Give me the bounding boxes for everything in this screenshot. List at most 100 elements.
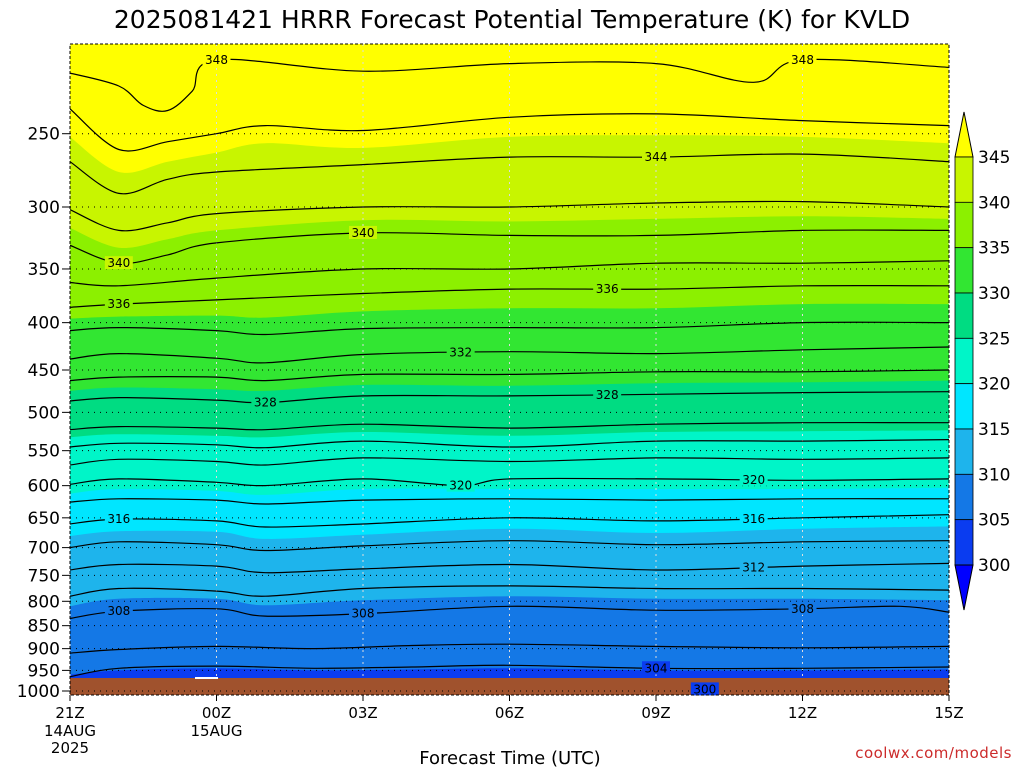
- contour-342: [70, 200, 949, 232]
- contour-308: [70, 605, 949, 620]
- y-tick-label-550: 550: [28, 442, 60, 462]
- y-tick-label-800: 800: [28, 592, 60, 612]
- contour-label-320: 320: [739, 472, 768, 487]
- x-tick-label-06Z: 06Z: [495, 704, 524, 722]
- contour-label-text: 320: [742, 473, 765, 487]
- y-tick-label-450: 450: [28, 361, 60, 381]
- contour-label-336: 336: [104, 297, 133, 311]
- colorbar-extend-bottom: [954, 564, 974, 611]
- contour-label-316: 316: [739, 511, 768, 526]
- contour-324: [70, 439, 949, 449]
- colorbar-label-300: 300: [978, 556, 1010, 576]
- contour-label-text: 300: [693, 682, 716, 696]
- contour-label-text: 328: [596, 388, 619, 402]
- contour-label-text: 312: [742, 560, 765, 574]
- contour-label-340: 340: [349, 225, 377, 240]
- contour-label-text: 344: [645, 150, 668, 164]
- contour-346: [70, 108, 949, 152]
- contour-label-text: 308: [791, 602, 814, 616]
- contour-label-text: 336: [596, 282, 619, 296]
- fill-band-300-305: [70, 668, 949, 678]
- y-tick-label-700: 700: [28, 539, 60, 559]
- colorbar-label-305: 305: [978, 511, 1010, 531]
- colorbar-label-345: 345: [978, 148, 1010, 168]
- contour-label-bg: [593, 387, 622, 401]
- colorbar-segment: [954, 383, 974, 430]
- contour-326: [70, 421, 949, 431]
- y-tick-label-1000: 1000: [17, 682, 60, 702]
- contour-label-text: 316: [742, 512, 765, 526]
- contour-334: [70, 321, 949, 336]
- colorbar-segment: [954, 292, 974, 339]
- x-axis-label: Forecast Time (UTC): [419, 748, 600, 768]
- x-tick-label-09Z: 09Z: [641, 704, 670, 722]
- y-tick-label-950: 950: [28, 661, 60, 681]
- y-tick-label-300: 300: [28, 198, 60, 218]
- credit-text: coolwx.com/models: [855, 744, 1012, 762]
- x-tick-label-21Z: 21Z: [55, 704, 84, 722]
- contour-316: [70, 514, 949, 528]
- x-tick-label-00Z: 00Z: [202, 704, 231, 722]
- contour-label-text: 336: [107, 297, 130, 311]
- contour-332: [70, 346, 949, 364]
- chart-title: 2025081421 HRRR Forecast Potential Tempe…: [114, 5, 910, 34]
- colorbar-label-340: 340: [978, 193, 1010, 213]
- x-tick-sublabel: 15AUG: [191, 722, 243, 740]
- contour-330: [70, 369, 949, 382]
- y-tick-label-500: 500: [28, 403, 60, 423]
- contour-label-text: 348: [205, 53, 228, 67]
- colorbar-label-335: 335: [978, 239, 1010, 259]
- contour-label-bg: [251, 395, 280, 409]
- contour-label-308: 308: [349, 606, 377, 621]
- contour-label-332: 332: [446, 345, 475, 360]
- y-tick-label-400: 400: [28, 314, 60, 334]
- contour-304: [70, 664, 949, 678]
- contour-340: [70, 229, 949, 265]
- ground-layer: [70, 677, 949, 695]
- contour-label-312: 312: [739, 560, 768, 574]
- contour-label-336: 336: [593, 282, 622, 296]
- contour-338: [70, 260, 949, 287]
- filled-contours: [70, 44, 949, 678]
- contour-label-bg: [349, 606, 377, 620]
- contour-label-bg: [104, 512, 133, 526]
- contour-label-text: 340: [352, 226, 375, 240]
- contour-label-bg: [739, 472, 768, 486]
- y-tick-label-650: 650: [28, 509, 60, 529]
- contour-label-bg: [690, 682, 719, 696]
- y-tick-label-350: 350: [28, 260, 60, 280]
- contour-label-320: 320: [446, 478, 475, 493]
- contour-label-328: 328: [593, 387, 622, 402]
- contour-label-bg: [593, 282, 622, 296]
- colorbar-label-310: 310: [978, 465, 1010, 485]
- contour-label-bg: [446, 345, 475, 359]
- contour-306: [70, 643, 949, 654]
- contour-label-bg: [788, 601, 817, 615]
- contour-label-328: 328: [251, 395, 280, 410]
- contour-lines: [70, 58, 949, 678]
- contour-label-text: 332: [449, 346, 472, 360]
- colorbar-label-320: 320: [978, 375, 1010, 395]
- colorbar-segment: [954, 428, 974, 475]
- contour-labels: 300 304 308 308 308 312 316 316 320 320 328 328 332 3…: [104, 52, 817, 696]
- contour-label-bg: [202, 52, 231, 66]
- y-tick-label-900: 900: [28, 640, 60, 660]
- contour-328: [70, 391, 949, 404]
- contour-label-text: 340: [107, 256, 130, 270]
- contour-label-bg: [446, 478, 475, 492]
- contour-336: [70, 284, 949, 308]
- contour-label-316: 316: [104, 512, 133, 526]
- colorbar-extend-top: [954, 111, 974, 158]
- colorbar-segment: [954, 337, 974, 385]
- contour-label-348: 348: [202, 52, 231, 67]
- contour-label-text: 316: [107, 512, 130, 526]
- contour-label-text: 308: [107, 604, 130, 618]
- colorbar-label-325: 325: [978, 329, 1010, 349]
- contour-label-text: 348: [791, 53, 814, 67]
- contour-label-bg: [104, 297, 133, 311]
- contour-label-text: 320: [449, 479, 472, 493]
- contour-318: [70, 498, 949, 505]
- contour-344: [70, 153, 949, 195]
- contour-314: [70, 540, 949, 552]
